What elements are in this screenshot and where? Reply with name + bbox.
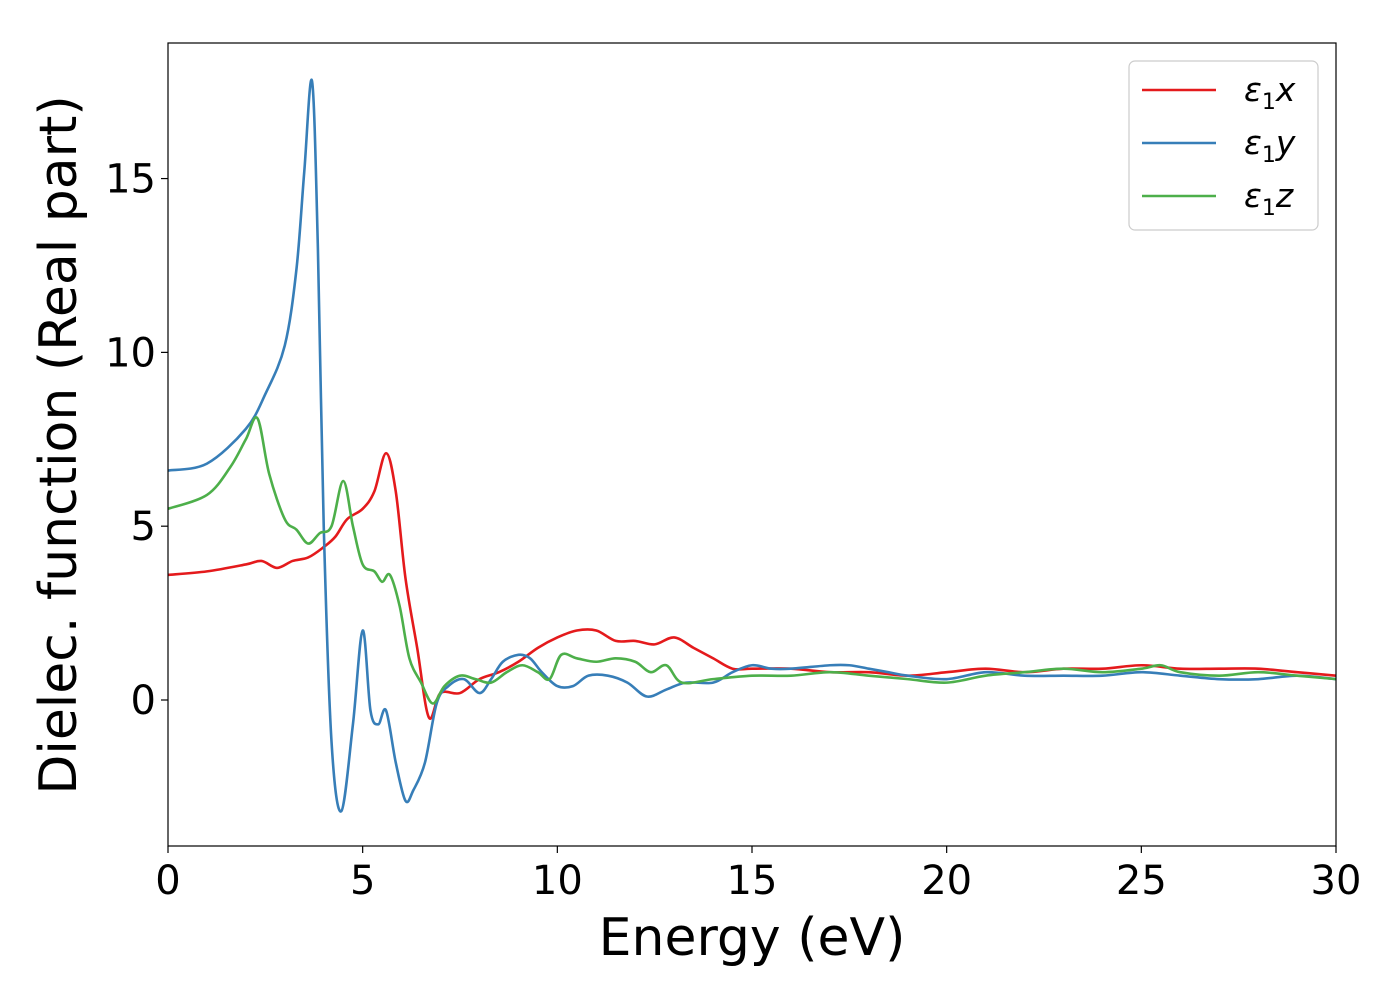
series-line-x <box>168 451 1336 720</box>
y-tick-label: 10 <box>105 330 156 376</box>
legend-label-x: ε1x <box>1244 70 1296 115</box>
y-tick-label: 5 <box>131 504 156 550</box>
x-axis-ticks: 0 5 10 15 20 25 30 <box>155 846 1361 904</box>
legend-label-subscript: 1 <box>1262 196 1276 221</box>
legend-label-subscript: 1 <box>1262 143 1276 168</box>
legend-box <box>1128 60 1319 231</box>
legend-label-subscript: 1 <box>1262 90 1276 115</box>
y-axis-title: Dielec. function (Real part) <box>29 95 89 794</box>
x-tick-label: 0 <box>155 858 180 904</box>
x-axis-title: Energy (eV) <box>599 908 906 968</box>
legend-label-suffix: x <box>1275 70 1296 109</box>
series-line-y <box>168 78 1336 813</box>
legend-label-suffix: y <box>1275 123 1296 162</box>
y-tick-label: 15 <box>105 157 156 203</box>
legend-label-base: ε <box>1244 176 1262 215</box>
x-tick-label: 25 <box>1116 858 1167 904</box>
x-tick-label: 15 <box>727 858 778 904</box>
series-layer <box>168 78 1336 813</box>
legend-label-y: ε1y <box>1244 123 1296 168</box>
y-tick-label: 0 <box>131 678 156 724</box>
x-tick-label: 5 <box>350 858 375 904</box>
x-tick-label: 10 <box>532 858 583 904</box>
series-line-z <box>168 416 1336 705</box>
x-tick-label: 30 <box>1311 858 1362 904</box>
legend-label-z: ε1z <box>1244 176 1294 221</box>
legend-label-suffix: z <box>1275 176 1294 215</box>
y-axis-ticks: 0 5 10 15 <box>105 157 168 724</box>
legend-label-base: ε <box>1244 70 1262 109</box>
legend-label-base: ε <box>1244 123 1262 162</box>
x-tick-label: 20 <box>921 858 972 904</box>
